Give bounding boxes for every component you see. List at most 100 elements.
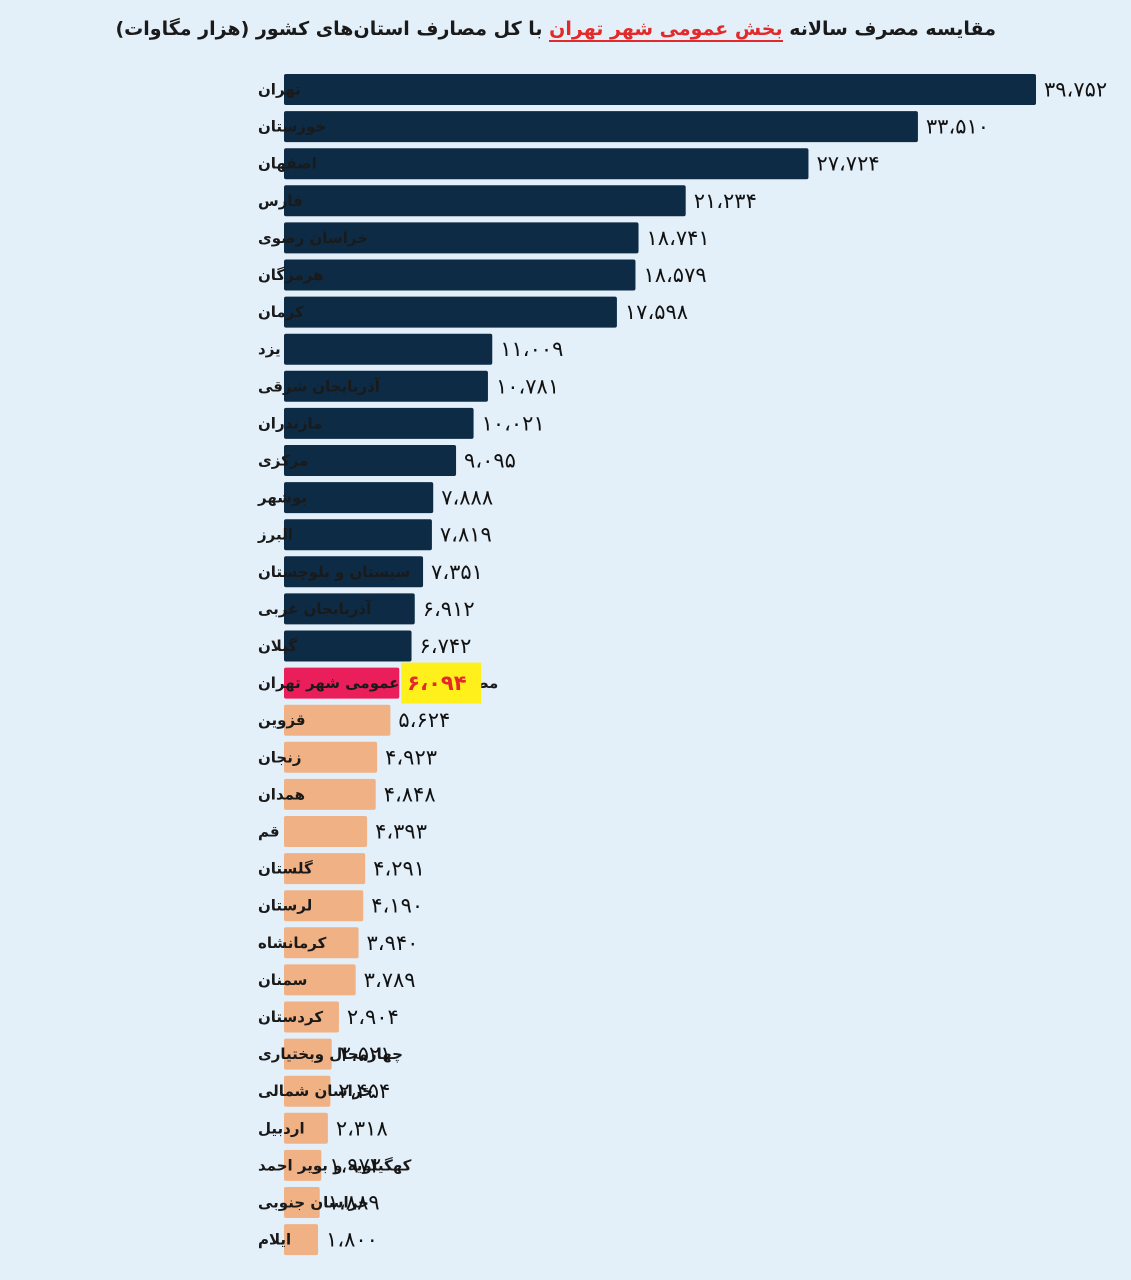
bar-6 xyxy=(284,296,617,328)
value-label-9: ۱۰،۰۲۱ xyxy=(482,411,545,435)
chart-title: مقایسه مصرف سالانه بخش عمومی شهر تهران ب… xyxy=(115,18,996,42)
category-label-22: لرستان xyxy=(258,897,312,915)
category-label-12: البرز xyxy=(257,526,293,544)
category-label-24: سمنان xyxy=(258,971,307,989)
category-label-10: مرکزی xyxy=(258,452,308,470)
bar-30 xyxy=(284,1187,320,1218)
category-label-6: کرمان xyxy=(258,303,304,321)
bar-13 xyxy=(284,556,424,588)
bar-8 xyxy=(284,370,488,402)
value-label-5: ۱۸،۵۷۹ xyxy=(643,263,706,287)
value-label-7: ۱۱،۰۰۹ xyxy=(500,337,563,361)
bar-4 xyxy=(284,222,639,254)
category-label-29: کهگیلویه و بویر احمد xyxy=(258,1156,412,1174)
value-label-28: ۲،۳۱۸ xyxy=(336,1116,388,1140)
category-label-27: خراسان شمالی xyxy=(258,1082,373,1100)
category-label-5: هرمزگان xyxy=(258,266,324,284)
value-label-22: ۴،۱۹۰ xyxy=(371,894,423,918)
bar-2 xyxy=(284,148,809,180)
bar-29 xyxy=(284,1149,322,1181)
value-label-25: ۲،۹۰۴ xyxy=(347,1005,399,1029)
bar-1 xyxy=(284,111,918,143)
bar-17 xyxy=(284,704,391,736)
category-label-28: اردبیل xyxy=(258,1119,305,1137)
category-label-30: خراسان جنوبی xyxy=(258,1194,369,1212)
bar-20 xyxy=(284,816,368,847)
bar-9 xyxy=(284,407,474,439)
category-label-11: بوشهر xyxy=(257,489,307,507)
value-label-19: ۴،۸۴۸ xyxy=(384,782,436,806)
bar-15 xyxy=(284,630,412,662)
value-label-30: ۱،۸۸۹ xyxy=(328,1191,380,1215)
bar-7 xyxy=(284,333,493,365)
category-label-20: قم xyxy=(258,823,280,841)
category-label-2: اصفهان xyxy=(258,155,317,173)
bar-26 xyxy=(284,1038,332,1070)
bar-12 xyxy=(284,519,432,551)
bar-3 xyxy=(284,185,686,217)
highlight-value-background xyxy=(401,662,482,704)
value-label-17: ۵،۶۲۴ xyxy=(398,708,450,732)
bar-28 xyxy=(284,1112,328,1144)
value-label-8: ۱۰،۷۸۱ xyxy=(496,374,559,398)
category-label-13: سیستان و بلوچستان xyxy=(258,563,410,582)
category-label-9: مازندران xyxy=(258,414,322,432)
bar-16 xyxy=(284,667,400,699)
value-label-6: ۱۷،۵۹۸ xyxy=(625,300,688,324)
value-label-31: ۱،۸۰۰ xyxy=(326,1228,378,1252)
category-label-0: تهران xyxy=(258,81,301,99)
value-label-1: ۳۳،۵۱۰ xyxy=(926,115,989,139)
title-highlight: بخش عمومی شهر تهران xyxy=(549,18,783,42)
title-part1: مقایسه مصرف سالانه xyxy=(782,18,996,40)
category-label-7: یزد xyxy=(258,340,281,358)
category-label-21: گلستان xyxy=(258,860,313,878)
value-label-3: ۲۱،۲۳۴ xyxy=(694,189,757,213)
value-label-16: ۶،۰۹۴ xyxy=(407,671,466,695)
value-label-12: ۷،۸۱۹ xyxy=(440,523,492,547)
category-label-25: کردستان xyxy=(258,1008,323,1026)
value-label-11: ۷،۸۸۸ xyxy=(441,486,493,510)
value-label-29: ۱،۹۷۲ xyxy=(329,1153,381,1177)
category-label-15: گیلان xyxy=(258,637,297,655)
bar-21 xyxy=(284,853,366,885)
bar-0 xyxy=(284,74,1036,105)
bar-10 xyxy=(284,445,457,476)
category-label-3: فارس xyxy=(258,192,303,210)
category-label-17: قزوین xyxy=(258,711,306,729)
category-label-31: ایلام xyxy=(258,1231,291,1249)
value-label-23: ۳،۹۴۰ xyxy=(367,931,419,955)
category-label-4: خراسان رضوی xyxy=(258,229,368,247)
bar-14 xyxy=(284,593,415,625)
bar-19 xyxy=(284,778,376,810)
bar-25 xyxy=(284,1001,339,1033)
value-label-10: ۹،۰۹۵ xyxy=(464,449,516,473)
category-label-23: کرمانشاه xyxy=(258,934,327,952)
value-label-27: ۲،۴۵۴ xyxy=(338,1079,390,1103)
bar-23 xyxy=(284,927,359,959)
value-label-15: ۶،۷۴۲ xyxy=(420,634,472,658)
value-label-2: ۲۷،۷۲۴ xyxy=(816,152,879,176)
category-label-26: چهارمحال وبختیاری xyxy=(258,1045,403,1064)
category-label-18: زنجان xyxy=(258,748,302,766)
title-part2: با کل مصارف استان‌های کشور (هزار مگاوات) xyxy=(115,18,550,40)
value-label-0: ۳۹،۷۵۲ xyxy=(1044,78,1107,102)
category-label-8: آذربایجان شرقی xyxy=(258,377,381,395)
value-label-26: ۲،۵۲۱ xyxy=(340,1042,392,1066)
value-label-14: ۶،۹۱۲ xyxy=(423,597,475,621)
bar-31 xyxy=(284,1224,319,1256)
bar-24 xyxy=(284,964,356,996)
category-label-19: همدان xyxy=(258,785,305,803)
value-label-21: ۴،۲۹۱ xyxy=(373,857,425,881)
bar-22 xyxy=(284,890,364,922)
value-label-13: ۷،۳۵۱ xyxy=(431,560,483,584)
bar-5 xyxy=(284,259,636,291)
bar-11 xyxy=(284,482,434,514)
category-label-1: خوزستان xyxy=(258,118,326,136)
category-label-14: آذربایجان غربی xyxy=(258,600,372,618)
value-label-20: ۴،۳۹۳ xyxy=(375,820,427,844)
value-label-4: ۱۸،۷۴۱ xyxy=(647,226,710,250)
bar-27 xyxy=(284,1075,331,1107)
value-label-24: ۳،۷۸۹ xyxy=(364,968,416,992)
bar-18 xyxy=(284,741,378,773)
